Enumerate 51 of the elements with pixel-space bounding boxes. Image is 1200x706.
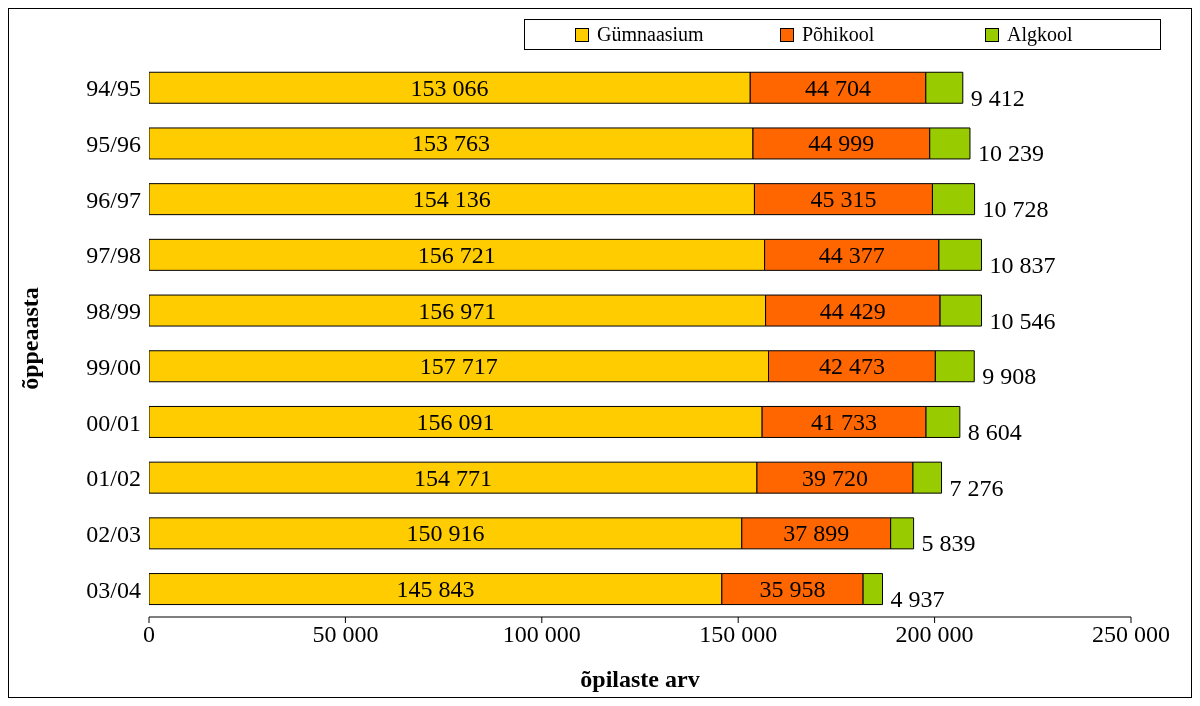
y-tick-label: 98/99 xyxy=(86,298,141,325)
data-label: 44 377 xyxy=(818,241,885,268)
x-tick-label: 250 000 xyxy=(1092,621,1170,648)
data-label: 7 276 xyxy=(949,474,1004,501)
data-label: 45 315 xyxy=(810,186,877,213)
y-tick-label: 00/01 xyxy=(86,409,141,436)
data-label: 150 916 xyxy=(406,520,485,547)
data-label: 9 908 xyxy=(982,363,1037,390)
legend-label: Põhikool xyxy=(801,23,876,46)
data-label: 10 837 xyxy=(989,251,1056,278)
data-label: 156 971 xyxy=(418,297,497,324)
y-tick-label: 94/95 xyxy=(86,75,141,102)
y-tick-label: 99/00 xyxy=(86,353,141,380)
data-label: 39 720 xyxy=(801,464,868,491)
data-label: 4 937 xyxy=(890,586,945,613)
x-axis-title: õpilaste arv xyxy=(580,666,700,692)
data-label: 154 136 xyxy=(412,186,491,213)
data-label: 10 728 xyxy=(982,196,1049,223)
y-tick-label: 02/03 xyxy=(86,520,141,547)
data-label: 153 763 xyxy=(411,130,490,157)
data-label: 44 999 xyxy=(808,130,875,157)
data-label: 154 771 xyxy=(413,464,492,491)
data-label: 42 473 xyxy=(818,353,885,380)
data-label: 10 239 xyxy=(977,140,1044,167)
data-label: 10 546 xyxy=(989,307,1056,334)
data-label: 145 843 xyxy=(396,576,475,603)
x-tick-label: 0 xyxy=(143,621,155,648)
data-label: 9 412 xyxy=(970,84,1025,111)
data-label: 37 899 xyxy=(783,520,850,547)
y-axis-title: õppeaasta xyxy=(16,287,43,390)
legend-label: Gümnaasium xyxy=(596,23,705,46)
data-label: 156 721 xyxy=(417,241,496,268)
data-label: 44 429 xyxy=(819,297,886,324)
data-label: 35 958 xyxy=(759,576,826,603)
data-label: 44 704 xyxy=(805,74,872,101)
data-label: 41 733 xyxy=(811,408,878,435)
data-label: 5 839 xyxy=(921,530,976,557)
data-label: 8 604 xyxy=(967,418,1022,445)
data-label: 157 717 xyxy=(419,353,498,380)
x-tick-label: 50 000 xyxy=(312,621,379,648)
y-tick-label: 96/97 xyxy=(86,186,141,213)
y-tick-label: 97/98 xyxy=(86,242,141,269)
y-tick-label: 95/96 xyxy=(86,131,141,158)
y-tick-label: 01/02 xyxy=(86,465,141,492)
y-tick-label: 03/04 xyxy=(86,576,141,603)
x-tick-label: 100 000 xyxy=(502,621,581,648)
legend-label: Algkool xyxy=(1006,23,1074,46)
x-tick-label: 200 000 xyxy=(895,621,974,648)
data-label: 153 066 xyxy=(410,74,489,101)
data-label: 156 091 xyxy=(416,408,495,435)
x-tick-label: 150 000 xyxy=(699,621,778,648)
